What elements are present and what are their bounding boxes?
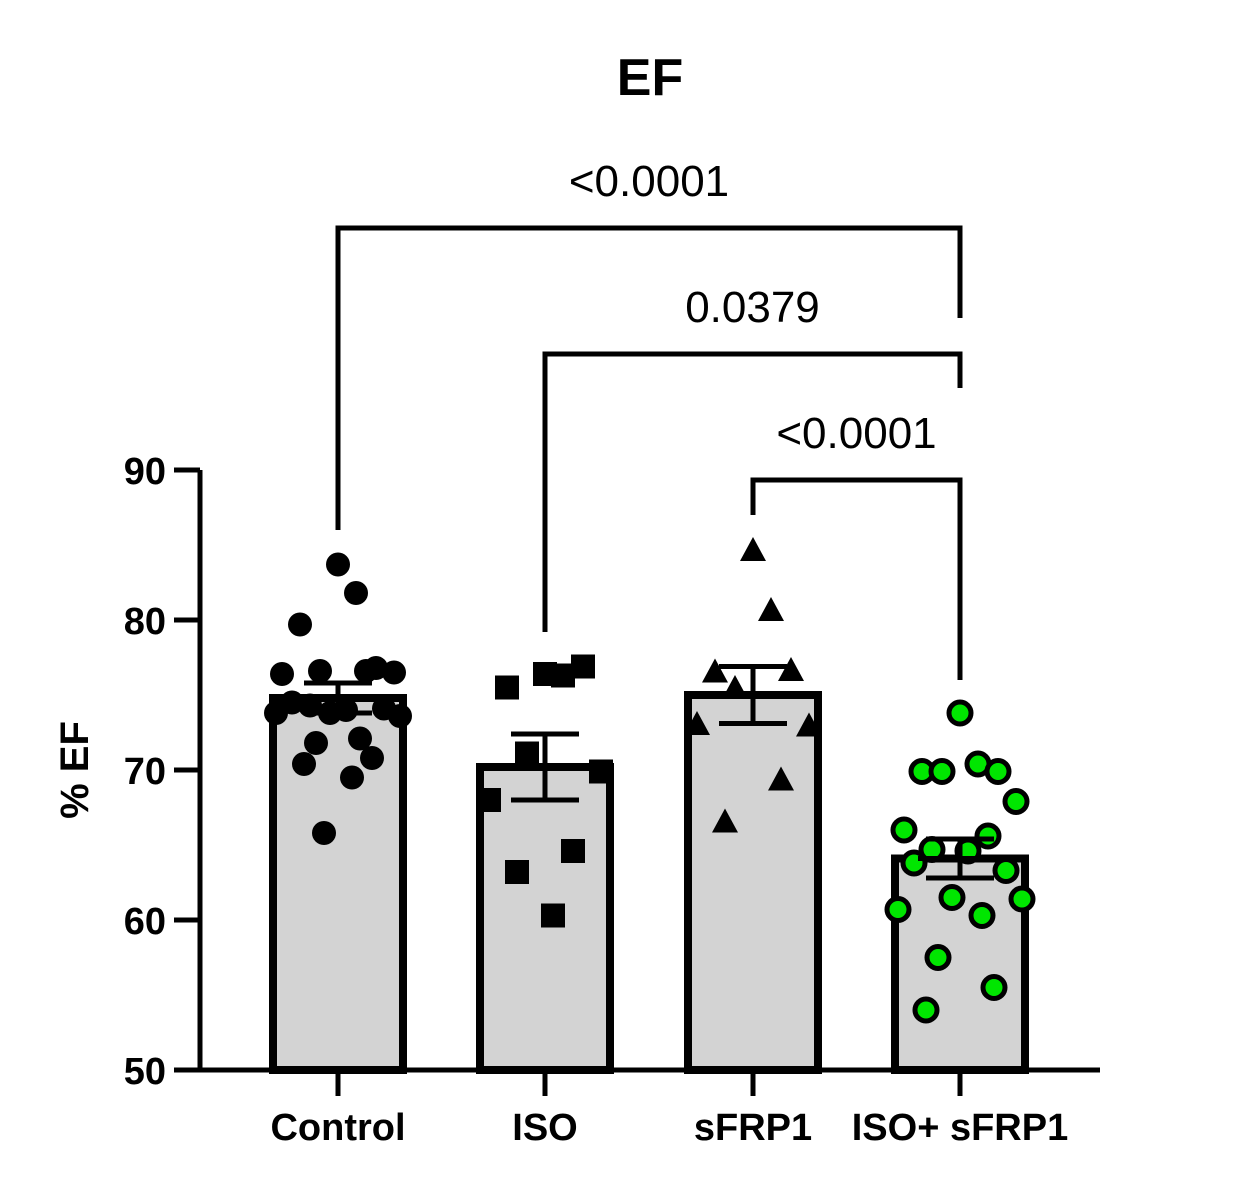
y-tick-label: 80 [124,601,166,643]
data-point-iso [541,903,565,928]
error-bar-control [296,680,380,716]
x-tick-label-control: Control [270,1107,405,1149]
data-point-iso [571,654,595,679]
y-axis-label: % EF [53,721,97,819]
data-point-iso [495,675,519,700]
data-point-control [348,726,372,751]
data-point-iso [477,788,501,812]
data-point-control [360,746,384,770]
data-point-control [270,662,294,686]
data-point-iso-sfrp1 [980,974,1008,1001]
data-point-sfrp1 [796,712,822,737]
data-point-control [304,731,328,755]
y-tick-label: 50 [124,1051,166,1093]
data-point-iso-sfrp1 [974,822,1002,850]
data-point-iso [561,839,585,863]
data-point-iso-sfrp1 [938,884,966,911]
data-point-iso-sfrp1 [924,944,952,971]
data-point-sfrp1 [684,711,710,735]
data-point-iso [589,759,613,784]
data-point-sfrp1 [740,537,766,561]
p-value-label: <0.0001 [776,409,936,458]
data-point-iso [515,741,539,766]
data-point-iso-sfrp1 [992,857,1020,884]
data-point-sfrp1 [702,658,728,683]
data-point-control [388,704,412,728]
error-bar-sfrp1 [711,664,795,726]
data-point-iso-sfrp1 [984,758,1012,785]
data-point-sfrp1 [778,657,804,681]
y-tick-label: 70 [124,751,166,793]
data-point-iso-sfrp1 [968,902,996,929]
significance-bracket [542,351,963,632]
data-point-sfrp1 [758,597,784,621]
data-point-iso-sfrp1 [1008,885,1036,913]
data-point-control [264,701,288,725]
data-point-control [354,659,378,683]
x-tick-label-iso: ISO [512,1107,577,1149]
data-point-control [344,581,368,605]
data-point-control [288,612,312,637]
significance-bracket [750,477,963,680]
data-point-iso-sfrp1 [912,996,940,1024]
data-point-control [326,552,350,577]
data-point-control [308,659,332,683]
data-point-sfrp1 [712,808,738,833]
data-point-control [382,660,406,685]
data-point-iso-sfrp1 [884,896,912,923]
p-value-label: <0.0001 [569,157,729,206]
data-point-iso-sfrp1 [928,758,956,785]
significance-bracket [335,225,963,530]
bar-control [269,694,407,1074]
data-point-iso-sfrp1 [890,816,918,844]
error-bar-iso [503,731,587,803]
data-point-iso-sfrp1 [946,699,974,727]
y-tick-label: 60 [124,901,166,943]
bar-sfrp1 [684,691,822,1074]
data-point-control [292,752,316,776]
data-point-iso-sfrp1 [1002,788,1030,815]
error-bar-iso-sfrp1 [918,836,1002,881]
p-value-label: 0.0379 [685,283,820,332]
x-tick-label-sfrp1: sFRP1 [694,1107,812,1149]
chart-title: EF [617,49,683,107]
y-tick-label: 90 [124,451,166,493]
data-point-sfrp1 [768,766,794,791]
x-tick-label-iso-sfrp1: ISO+ sFRP1 [852,1107,1068,1149]
data-point-iso-sfrp1 [900,849,928,877]
data-point-iso [505,860,529,884]
data-point-control [340,765,364,790]
data-point-control [312,821,336,845]
